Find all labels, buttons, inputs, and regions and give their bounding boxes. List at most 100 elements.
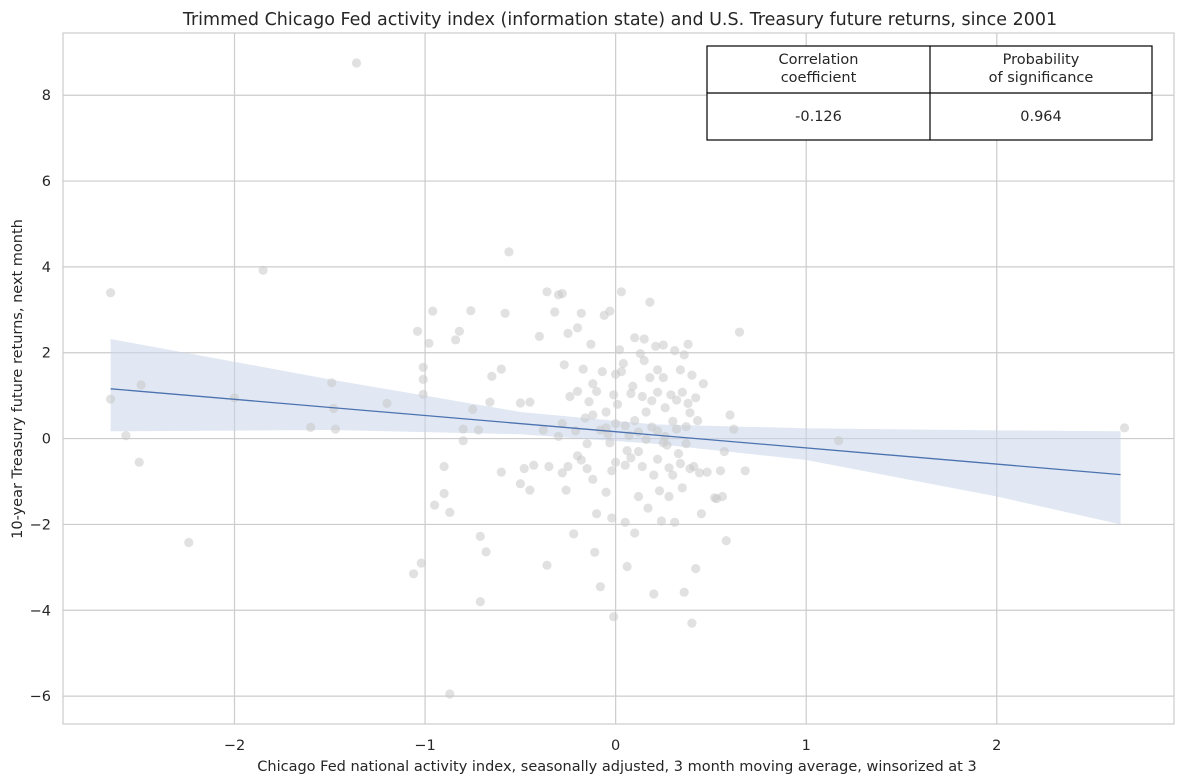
data-point (660, 403, 670, 413)
data-point (458, 424, 468, 434)
data-point (542, 560, 552, 570)
data-point (609, 390, 619, 400)
data-point (654, 486, 665, 496)
data-point (691, 564, 701, 574)
data-point (683, 398, 693, 408)
data-point (586, 339, 596, 349)
y-tick-label: 4 (42, 260, 51, 276)
data-point (592, 509, 602, 519)
data-point (672, 424, 682, 434)
data-point (668, 416, 678, 426)
data-point (670, 517, 680, 527)
data-point (534, 331, 545, 341)
data-point (664, 491, 674, 502)
data-point (439, 461, 449, 472)
data-point (487, 371, 497, 381)
data-point (553, 431, 564, 441)
data-point (544, 461, 554, 472)
data-point (416, 558, 426, 568)
data-point (351, 58, 362, 68)
data-point (134, 457, 144, 467)
data-point (454, 326, 464, 336)
data-point (588, 379, 598, 389)
data-point (504, 247, 514, 257)
data-point (445, 507, 455, 517)
data-point (673, 449, 684, 459)
data-point (620, 421, 630, 431)
data-point (639, 355, 649, 366)
data-point (466, 306, 476, 316)
data-point (687, 618, 697, 628)
data-point (628, 381, 638, 391)
data-point (729, 424, 739, 434)
y-tick-labels: −6 −4 −2 0 2 4 6 8 (30, 88, 51, 705)
data-point (633, 491, 644, 502)
x-tick-label: 1 (802, 738, 811, 754)
y-tick-label: 2 (42, 346, 51, 362)
data-point (584, 397, 594, 407)
data-point (630, 333, 640, 343)
data-point (639, 334, 649, 344)
data-point (616, 287, 627, 297)
data-point (611, 457, 621, 467)
data-point (637, 461, 647, 472)
data-point (694, 468, 705, 478)
data-point (409, 569, 419, 579)
data-point (557, 468, 567, 478)
stats-table-value-probability: 0.964 (1020, 109, 1062, 125)
data-point (622, 446, 632, 456)
data-point (633, 446, 644, 457)
data-point (525, 485, 535, 495)
data-point (630, 528, 640, 538)
data-point (500, 308, 510, 318)
data-point (306, 422, 316, 432)
data-point (592, 386, 602, 396)
data-point (601, 407, 611, 417)
data-point (641, 407, 651, 417)
data-point (327, 378, 337, 388)
x-tick-label: −2 (224, 738, 245, 754)
data-point (1119, 423, 1130, 433)
x-tick-label: 0 (611, 738, 620, 754)
data-point (622, 561, 632, 572)
data-point (620, 460, 630, 470)
data-point (834, 436, 844, 446)
data-point (679, 350, 689, 360)
data-point (637, 391, 647, 402)
data-point (630, 416, 640, 426)
data-point (229, 393, 240, 403)
data-point (515, 398, 526, 408)
data-point (538, 425, 548, 435)
data-point (475, 531, 485, 542)
data-point (649, 589, 659, 599)
data-point (681, 422, 691, 432)
data-point (481, 547, 491, 557)
data-point (601, 487, 611, 497)
data-point (645, 373, 655, 383)
data-point (651, 341, 661, 351)
stats-table-header-correlation: Correlation coefficient (779, 52, 859, 86)
data-point (641, 434, 651, 444)
data-point (458, 436, 468, 446)
data-point (719, 446, 729, 457)
data-point (580, 413, 590, 423)
data-point (672, 395, 682, 405)
stats-table-value-correlation: -0.126 (795, 109, 842, 125)
data-point (656, 516, 667, 526)
data-point (563, 328, 573, 338)
data-point (668, 470, 678, 480)
scatter-points (106, 58, 1130, 699)
data-point (382, 398, 392, 408)
data-point (418, 362, 428, 372)
data-point (653, 454, 663, 464)
data-point (572, 386, 583, 396)
data-point (740, 466, 750, 476)
data-point (658, 438, 668, 448)
data-point (611, 419, 621, 429)
data-point (557, 419, 567, 429)
stats-table: Correlation coefficient Probability of sig… (706, 45, 1153, 141)
y-tick-label: 0 (42, 432, 51, 448)
y-tick-label: 8 (42, 88, 51, 104)
data-point (626, 453, 636, 463)
data-point (418, 374, 428, 384)
